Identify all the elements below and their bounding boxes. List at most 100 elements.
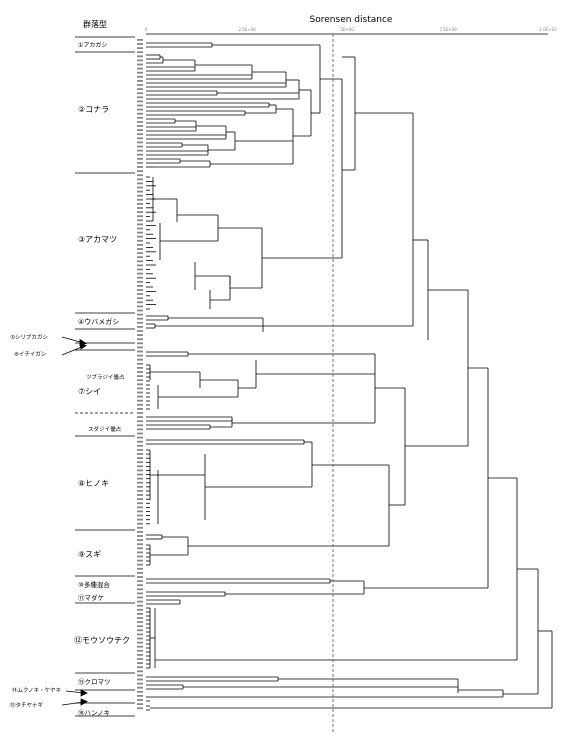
group-label-hannoki: ⑯ハンノキ	[78, 709, 110, 717]
leaf-label	[137, 453, 143, 455]
leaf-label	[137, 59, 143, 62]
leaf-label	[137, 231, 143, 234]
leaf-label	[137, 625, 143, 628]
group-label-akagashi: ①アカガシ	[78, 41, 107, 49]
leaf-label	[137, 428, 143, 431]
leaf-label	[137, 141, 143, 144]
leaf-label	[137, 182, 143, 185]
dendrogram-links	[146, 42, 553, 711]
leaf-label	[137, 662, 143, 664]
leaf-label	[137, 539, 143, 541]
leaf-label	[137, 215, 143, 218]
leaf-label	[137, 75, 143, 78]
leaf-label	[137, 375, 143, 377]
leaf-label	[137, 526, 143, 529]
leaf-label	[137, 510, 143, 513]
leaf-label	[137, 465, 143, 468]
leaf-label	[137, 100, 143, 103]
group-label-shii: ⑦シイ	[78, 387, 101, 396]
leaf-label	[137, 436, 143, 439]
leaf-label	[137, 248, 143, 250]
leaf-label	[137, 391, 143, 394]
group-label-konara: ②コナラ	[78, 105, 109, 114]
leaf-label	[137, 51, 143, 54]
leaf-label	[137, 88, 143, 90]
leaf-label	[137, 149, 143, 152]
group-label-akamatsu: ③アカマツ	[78, 235, 117, 244]
leaf-label	[137, 166, 143, 168]
leaf-label	[137, 203, 143, 205]
leaf-label	[137, 654, 143, 656]
chart-title: Sorensen distance	[310, 15, 393, 25]
leaf-label	[137, 272, 143, 275]
leaf-label	[137, 280, 143, 283]
leaf-label	[137, 317, 143, 320]
leaf-label	[137, 297, 143, 300]
leaf-label	[137, 387, 143, 390]
leaf-label	[137, 580, 143, 582]
leaf-label	[137, 690, 143, 693]
leaf-label	[137, 301, 143, 304]
leaf-label	[137, 449, 143, 451]
group-label-ubamegashi: ④ウバメガシ	[78, 317, 119, 326]
leaf-label	[137, 592, 143, 595]
leaf-label	[137, 551, 143, 554]
leaf-label	[137, 490, 143, 492]
leaf-label	[137, 55, 143, 58]
leaf-label	[137, 256, 143, 259]
leaf-label	[137, 194, 143, 197]
pointer-arrows	[61, 336, 88, 706]
leaf-label	[137, 584, 143, 587]
leaf-label	[137, 321, 143, 324]
group-separators	[75, 36, 135, 717]
leaf-label	[137, 424, 143, 427]
leaf-label	[137, 47, 143, 49]
leaf-label	[137, 608, 143, 611]
leaf-label	[137, 264, 143, 267]
leaf-label	[137, 211, 143, 213]
leaf-label	[137, 596, 143, 599]
group-label-mukunoki: ⑭ムクノキ・ケヤキ	[12, 686, 61, 694]
leaf-label	[137, 145, 143, 148]
leaf-label	[137, 440, 143, 443]
leaf-label	[137, 157, 143, 160]
leaf-label	[137, 129, 143, 131]
leaf-label	[137, 305, 143, 308]
leaf-label	[137, 506, 143, 509]
leaf-label	[137, 563, 143, 566]
leaf-label	[137, 174, 143, 177]
leaf-label	[137, 43, 143, 45]
leaf-label	[137, 600, 143, 603]
leaf-label	[137, 379, 143, 382]
leaf-label	[137, 326, 143, 328]
leaf-label	[137, 170, 143, 172]
leaf-label	[137, 313, 143, 316]
leaf-label	[137, 239, 143, 242]
leaf-label	[137, 461, 143, 464]
leaf-label	[137, 395, 143, 398]
leaf-label	[137, 84, 143, 86]
leaf-label	[137, 276, 143, 279]
group-label-tachiyanagi: ⑮タチヤナギ	[10, 701, 44, 709]
leaf-label	[137, 408, 143, 410]
axis-tick-0: 0	[145, 27, 148, 32]
leaf-label	[137, 244, 143, 246]
leaf-label	[137, 416, 143, 418]
axis-tick-3: 7.5E+00	[439, 27, 457, 32]
axis-tick-2: 5E+00	[340, 27, 354, 32]
leaf-label	[137, 223, 143, 226]
leaf-label	[137, 71, 143, 74]
leaf-label	[137, 535, 143, 537]
leaf-label	[137, 514, 143, 517]
group-label-kuromatsu: ⑬クロマツ	[78, 678, 111, 686]
leaf-label	[137, 190, 143, 193]
group-label-mousouchiku: ⑫モウソウチク	[74, 636, 130, 645]
leaf-label	[137, 112, 143, 115]
leaf-label	[137, 342, 143, 345]
leaf-label	[137, 121, 143, 123]
leaf-label	[137, 207, 143, 209]
leaf-label	[137, 637, 143, 640]
leaf-label	[137, 629, 143, 632]
leaf-label	[137, 567, 143, 570]
